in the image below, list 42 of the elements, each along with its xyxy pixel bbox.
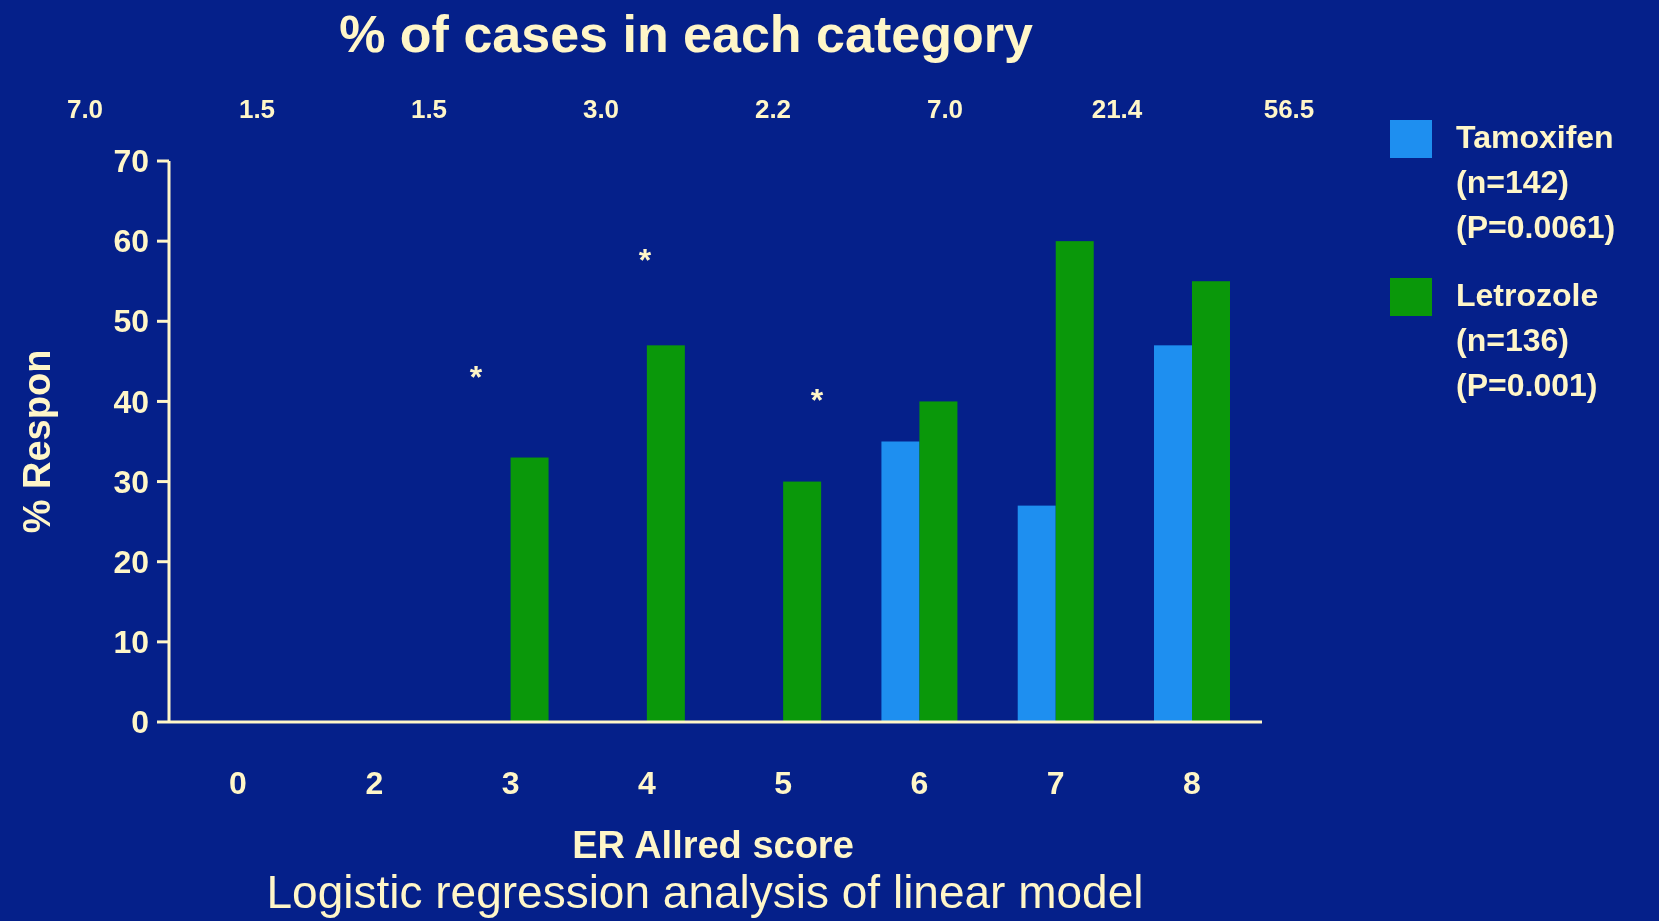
x-tick-label: 0 [229, 765, 247, 801]
annotation: * [810, 382, 824, 418]
y-axis-title: % Respon [16, 349, 58, 534]
bar [919, 401, 958, 722]
legend-label: Tamoxifen (n=142) (P=0.0061) [1456, 119, 1616, 245]
y-tick-label: 30 [113, 463, 149, 500]
y-tick-label: 60 [113, 223, 149, 260]
annotation: * [638, 242, 652, 278]
bar [510, 457, 549, 722]
bar [1017, 505, 1056, 722]
text: 7.0 [926, 94, 964, 124]
y-tick-label: 10 [113, 624, 149, 661]
text: 56.5 [1263, 94, 1315, 124]
legend-label: Letrozole (n=136) (P=0.001) [1456, 277, 1599, 403]
text: 2.2 [754, 94, 792, 124]
bar [1154, 345, 1192, 722]
text: 1.5 [238, 94, 276, 124]
text: 21.4 [1091, 94, 1143, 124]
x-tick-label: 5 [774, 765, 793, 801]
bar [881, 441, 920, 722]
text: 7.0 [66, 94, 104, 124]
x-tick-label: 2 [365, 765, 384, 801]
y-tick-label: 50 [113, 303, 149, 340]
x-tick-label: 4 [637, 765, 656, 801]
chart-title: % of cases in each category [339, 5, 1033, 63]
y-tick-label: 0 [131, 704, 149, 741]
text: 3.0 [582, 94, 620, 124]
x-tick-label: 6 [910, 765, 929, 801]
bar [1192, 281, 1230, 722]
x-tick-label: 7 [1046, 765, 1065, 801]
annotation: * [469, 359, 483, 395]
y-tick-label: 40 [113, 383, 149, 420]
x-tick-label: 8 [1183, 765, 1201, 801]
y-tick-label: 20 [113, 543, 149, 580]
x-tick-label: 3 [501, 765, 520, 801]
bar [646, 345, 685, 722]
x-axis-title: ER Allred score [572, 824, 854, 866]
text: Logistic regression analysis of linear model [266, 866, 1144, 918]
bar [783, 481, 822, 722]
bar [1055, 241, 1094, 722]
y-tick-label: 70 [113, 143, 149, 180]
text: 1.5 [410, 94, 448, 124]
